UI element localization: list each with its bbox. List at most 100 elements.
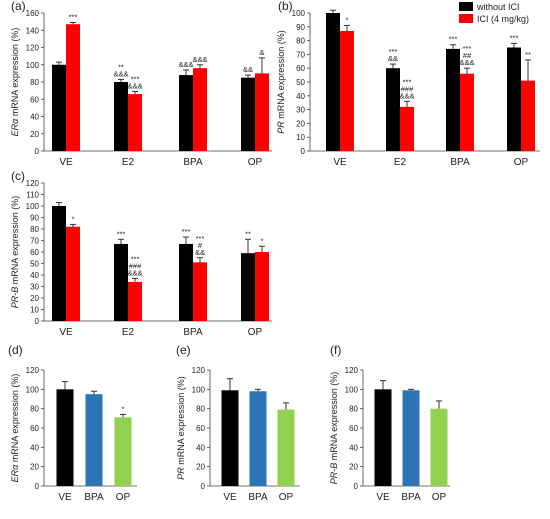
x-tick-label: OP — [248, 327, 263, 338]
significance-label: # — [198, 241, 203, 250]
significance-label: *** — [389, 47, 398, 56]
bar — [52, 206, 66, 321]
chart-panel-0: (a) 0 20 40 60 80 100 120 140 160 ERα mRNA express… — [10, 0, 272, 168]
y-axis-label: ERα mRNA expression (%) — [10, 28, 20, 137]
significance-label: &&& — [178, 60, 193, 69]
significance-label: ** — [525, 50, 531, 59]
bar — [221, 390, 239, 486]
y-axis-label: PR-B mRNA expression (%) — [10, 196, 20, 309]
x-tick-label: VE — [376, 492, 390, 503]
bar — [430, 408, 448, 486]
chart-panel-5: (f) 0 20 40 60 80 100 120 PR-B mRNA expression (… — [329, 343, 450, 503]
panel-label: (d) — [8, 343, 23, 357]
y-tick-label: 90 — [30, 214, 39, 223]
significance-label: ### — [401, 84, 414, 93]
legend: without ICI ICI (4 mg/kg) — [459, 2, 529, 24]
y-tick-label: 20 — [30, 463, 39, 472]
significance-label: * — [72, 214, 75, 223]
bar — [340, 30, 354, 151]
y-tick-label: 40 — [30, 113, 39, 122]
bar — [326, 13, 340, 151]
y-axis-label: PR mRNA expression (%) — [176, 376, 186, 480]
y-tick-label: 60 — [296, 64, 305, 73]
y-tick-label: 120 — [345, 366, 359, 375]
y-tick-label: 100 — [192, 385, 206, 394]
bar — [56, 389, 74, 486]
y-tick-label: 120 — [26, 44, 40, 53]
y-tick-label: 0 — [301, 147, 306, 156]
y-tick-label: 50 — [30, 260, 39, 269]
y-tick-label: 10 — [30, 306, 39, 315]
bar — [386, 68, 400, 151]
y-tick-label: 80 — [296, 37, 305, 46]
y-tick-label: 140 — [26, 26, 40, 35]
significance-label: *** — [117, 229, 126, 238]
y-tick-label: 70 — [296, 50, 305, 59]
significance-label: *** — [182, 227, 191, 236]
significance-label: && — [388, 54, 398, 63]
significance-label: *** — [449, 35, 458, 44]
x-tick-label: E2 — [122, 157, 135, 168]
significance-label: & — [259, 48, 264, 57]
bar — [249, 391, 267, 486]
panel-label: (a) — [11, 0, 26, 13]
legend-swatch — [459, 14, 473, 23]
x-tick-label: OP — [279, 492, 294, 503]
significance-label: *** — [403, 77, 412, 86]
x-tick-label: E2 — [122, 327, 135, 338]
y-tick-label: 120 — [192, 366, 206, 375]
y-axis-label-gene: PR — [276, 121, 286, 134]
significance-label: &&& — [127, 81, 142, 90]
bar — [460, 73, 474, 151]
y-tick-label: 60 — [30, 248, 39, 257]
x-tick-label: BPA — [183, 157, 203, 168]
y-tick-label: 60 — [30, 95, 39, 104]
bar — [241, 77, 255, 151]
legend-label: without ICI — [476, 2, 520, 12]
y-tick-label: 60 — [30, 424, 39, 433]
y-tick-label: 10 — [296, 133, 305, 142]
bar — [402, 390, 420, 486]
y-tick-label: 0 — [35, 482, 40, 491]
y-tick-label: 80 — [30, 225, 39, 234]
significance-label: &&& — [192, 55, 207, 64]
chart-panel-1: (b) 0 10 20 30 40 50 60 70 80 90 100 PR mRNA express… — [276, 0, 540, 168]
y-tick-label: 100 — [26, 202, 40, 211]
y-tick-label: 20 — [30, 294, 39, 303]
y-axis-label-unit: mRNA expression (%) — [10, 196, 20, 287]
bar — [400, 106, 414, 151]
y-tick-label: 60 — [196, 424, 205, 433]
y-tick-label: 80 — [30, 405, 39, 414]
significance-label: *** — [131, 74, 140, 83]
y-tick-label: 120 — [26, 179, 40, 188]
y-tick-label: 80 — [30, 78, 39, 87]
bar — [277, 409, 295, 486]
y-tick-label: 20 — [296, 119, 305, 128]
x-tick-label: E2 — [394, 157, 407, 168]
x-tick-label: BPA — [84, 492, 104, 503]
significance-label: * — [346, 15, 349, 24]
y-axis-label-unit: mRNA expression (%) — [329, 372, 339, 463]
y-tick-label: 70 — [30, 237, 39, 246]
bar — [114, 243, 128, 321]
y-axis-label: PR-B mRNA expression (%) — [329, 372, 339, 485]
x-tick-label: VE — [333, 157, 347, 168]
y-axis-label-unit: mRNA expression (%) — [176, 376, 186, 467]
significance-label: &&& — [113, 69, 128, 78]
y-tick-label: 40 — [349, 443, 358, 452]
bar — [66, 24, 80, 151]
x-tick-label: VE — [59, 327, 73, 338]
panel-label: (c) — [11, 169, 25, 183]
significance-label: ** — [245, 229, 251, 238]
chart-panel-3: (d) 0 20 40 60 80 100 120 ERα mRNA expression (%… — [8, 343, 137, 503]
significance-label: &&& — [399, 91, 414, 100]
bar — [66, 226, 80, 321]
bar — [255, 252, 269, 321]
y-tick-label: 20 — [349, 463, 358, 472]
chart-panel-4: (e) 0 20 40 60 80 100 120 PR mRNA expression (%)… — [176, 343, 300, 503]
bar — [446, 48, 460, 151]
y-tick-label: 100 — [292, 9, 306, 18]
x-tick-label: OP — [116, 492, 131, 503]
significance-label: ## — [463, 51, 472, 60]
